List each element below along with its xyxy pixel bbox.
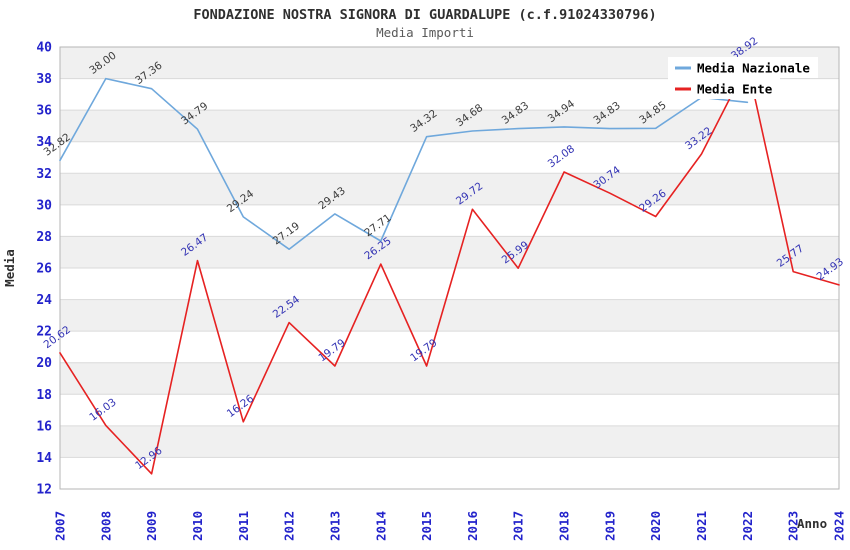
x-tick-label: 2019: [602, 511, 617, 541]
x-tick-label: 2023: [786, 511, 801, 541]
y-tick-label: 34: [36, 135, 52, 150]
grid-band: [60, 425, 839, 458]
x-tick-label: 2007: [53, 511, 68, 541]
legend-entry-media-ente: Media Ente: [668, 78, 780, 99]
y-tick-label: 26: [36, 262, 52, 277]
x-tick-label: 2014: [373, 511, 388, 541]
grid-band: [60, 173, 839, 205]
y-tick-label: 14: [36, 451, 52, 466]
legend-entry-background: [668, 78, 780, 99]
y-tick-label: 24: [36, 293, 52, 308]
y-tick-label: 22: [36, 325, 52, 340]
legend: Media Nazionale Media Ente: [668, 57, 818, 99]
x-tick-label: 2008: [98, 511, 113, 541]
point-label: 32.08: [546, 143, 577, 170]
x-tick-label: 2024: [832, 511, 847, 541]
series-lines: [59, 63, 840, 475]
x-tick-label: 2015: [419, 511, 434, 541]
series-line-media-ente: [59, 63, 840, 475]
y-tick-label: 12: [36, 483, 52, 498]
plot-gridlines: [60, 46, 839, 490]
x-axis-title: Anno: [797, 516, 827, 531]
y-tick-label: 32: [36, 167, 52, 182]
x-tick-label: 2017: [511, 511, 526, 541]
x-tick-label: 2018: [557, 511, 572, 541]
chart-subtitle: Media Importi: [376, 25, 474, 40]
legend-entry-background: [668, 57, 818, 78]
y-tick-label: 18: [36, 388, 52, 403]
x-tick-label: 2022: [740, 511, 755, 541]
x-axis-tick-labels: 2007 2008 2009 2010 2011 2012 2013 2014 2015 2016…: [53, 511, 847, 541]
x-tick-label: 2013: [327, 511, 342, 541]
plot-border: [59, 46, 840, 490]
point-label: 16.26: [225, 392, 257, 420]
y-tick-label: 30: [36, 198, 52, 213]
y-tick-label: 36: [36, 104, 52, 119]
point-label: 27.71: [362, 212, 393, 239]
y-tick-label: 20: [36, 356, 52, 371]
grid-band: [60, 299, 839, 332]
grid-band: [60, 236, 839, 268]
x-tick-label: 2011: [236, 511, 251, 541]
grid-band: [60, 362, 839, 395]
x-tick-label: 2010: [190, 511, 205, 541]
y-tick-label: 28: [36, 230, 52, 245]
legend-entry-label: Media Ente: [697, 82, 773, 97]
chart-title: FONDAZIONE NOSTRA SIGNORA DI GUARDALUPE …: [193, 7, 656, 23]
x-tick-label: 2020: [648, 511, 663, 541]
x-tick-label: 2021: [694, 511, 709, 541]
y-tick-label: 16: [36, 419, 52, 434]
plot-alternating-bands: [60, 47, 839, 458]
x-tick-label: 2016: [465, 511, 480, 541]
point-label: 19.79: [316, 337, 347, 364]
x-tick-label: 2012: [282, 511, 297, 541]
grid-band: [60, 110, 839, 142]
y-tick-label: 40: [36, 41, 52, 56]
y-tick-label: 38: [36, 72, 52, 87]
y-axis-title: Media: [2, 249, 17, 287]
y-axis-tick-labels: 12 14 16 18 20 22 24 26 28 30 32 34 36 38 40: [36, 41, 52, 498]
legend-entry-label: Media Nazionale: [697, 61, 810, 76]
x-tick-label: 2009: [144, 511, 159, 541]
series-line-media-nazionale: [59, 77, 749, 250]
legend-entry-media-nazionale: Media Nazionale: [668, 57, 818, 78]
